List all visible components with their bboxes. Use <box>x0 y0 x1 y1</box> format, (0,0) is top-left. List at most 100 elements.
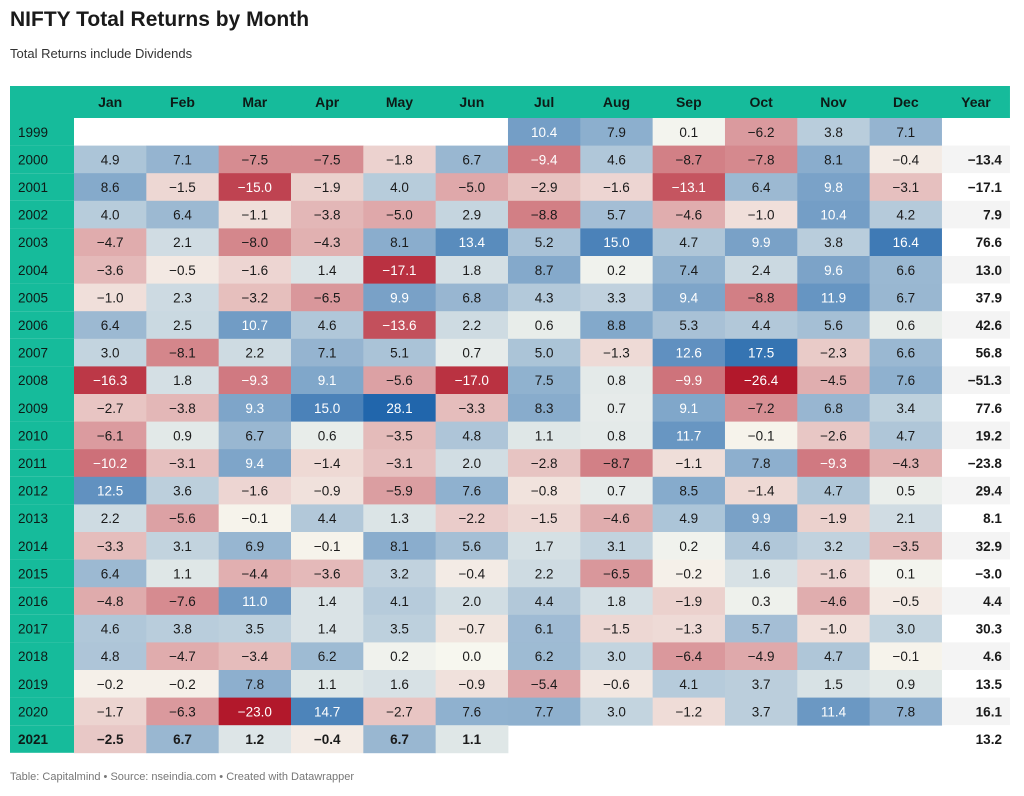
cell-value: 0.1 <box>896 566 915 581</box>
heatmap-cell <box>724 504 798 533</box>
row-label-cell <box>10 532 74 560</box>
cell-value: 2.2 <box>101 511 120 526</box>
row-label: 2016 <box>18 594 48 609</box>
heatmap-cell <box>507 338 581 367</box>
cell-value: −1.9 <box>820 511 847 526</box>
heatmap-cell <box>146 311 220 340</box>
heatmap-cell <box>580 311 654 340</box>
cell-value: −7.5 <box>241 152 268 167</box>
cell-value: −3.3 <box>97 539 124 554</box>
heatmap-cell <box>218 338 292 367</box>
heatmap-cell <box>435 338 509 367</box>
year-total-cell <box>941 476 1010 505</box>
cell-value: 1.6 <box>390 677 409 692</box>
cell-value: −1.6 <box>241 484 268 499</box>
heatmap-cell <box>363 283 437 312</box>
heatmap-cell <box>290 614 364 643</box>
heatmap-cell <box>507 642 581 671</box>
heatmap-cell <box>507 559 581 588</box>
row-label: 2018 <box>18 649 48 664</box>
cell-value: 5.7 <box>752 622 771 637</box>
heatmap-cell <box>797 338 871 367</box>
table-row: 2003 −4.7 2.1 −8.0 −4.3 8.1 13.4 5.2 15.0 4.7 9.9 3… <box>10 228 1010 257</box>
cell-value: −6.4 <box>675 649 702 664</box>
cell-value: 17.5 <box>748 346 774 361</box>
table-row: 2015 6.4 1.1 −4.4 −3.6 3.2 −0.4 2.2 −6.5 −0.2 1.6 −… <box>10 559 1010 588</box>
cell-value: −0.4 <box>892 152 919 167</box>
year-total-cell <box>941 449 1010 477</box>
heatmap-cell <box>435 504 509 533</box>
cell-value: 0.3 <box>752 594 771 609</box>
cell-value: 3.1 <box>173 539 192 554</box>
cell-value: −1.0 <box>97 290 124 305</box>
heatmap-cell <box>724 228 798 257</box>
cell-value: −4.3 <box>314 235 341 250</box>
heatmap-cell <box>507 366 581 395</box>
cell-value: 3.6 <box>173 484 192 499</box>
heatmap-cell <box>363 614 437 643</box>
heatmap-cell <box>435 559 509 588</box>
heatmap-cell <box>797 200 871 229</box>
cell-value: 8.5 <box>679 484 698 499</box>
heatmap-cell <box>290 587 364 616</box>
heatmap-cell <box>580 256 654 284</box>
cell-value: 9.4 <box>245 456 264 471</box>
table-row: 2021 −2.5 6.7 1.2 −0.4 6.7 1.1 13.2 <box>10 725 1010 754</box>
cell-value: 0.8 <box>607 428 626 443</box>
cell-value: 4.7 <box>824 649 843 664</box>
cell-value: −5.6 <box>169 511 196 526</box>
source-footer: Table: Capitalmind • Source: nseindia.co… <box>10 771 354 783</box>
cell-value: 7.4 <box>679 263 698 278</box>
heatmap-cell <box>652 366 726 395</box>
cell-value: −9.3 <box>241 373 268 388</box>
heatmap-cell <box>724 283 798 312</box>
heatmap-cell <box>146 670 220 698</box>
row-label: 2013 <box>18 511 48 526</box>
year-total-cell <box>941 256 1010 284</box>
cell-value: −16.3 <box>93 373 127 388</box>
heatmap-cell <box>290 228 364 257</box>
heatmap-cell <box>580 366 654 395</box>
year-total-cell <box>941 200 1010 229</box>
year-total-cell <box>941 145 1010 174</box>
heatmap-cell <box>146 338 220 367</box>
cell-value: 16.4 <box>893 235 920 250</box>
cell-value: −1.3 <box>603 346 630 361</box>
heatmap-cell <box>363 366 437 395</box>
year-total-value: 8.1 <box>983 511 1002 526</box>
cell-value: −13.6 <box>382 318 416 333</box>
row-label: 2007 <box>18 346 48 361</box>
cell-value: −8.7 <box>603 456 630 471</box>
heatmap-cell <box>146 725 220 754</box>
heatmap-cell <box>435 614 509 643</box>
cell-value: 1.6 <box>752 566 771 581</box>
heatmap-cell <box>797 228 871 257</box>
cell-value: 0.7 <box>462 346 481 361</box>
heatmap-cell <box>507 311 581 340</box>
cell-value: −3.6 <box>97 263 124 278</box>
heatmap-cell <box>290 449 364 478</box>
heatmap-cell <box>146 145 220 174</box>
cell-value: −0.7 <box>458 622 485 637</box>
year-total-cell <box>941 725 1010 753</box>
heatmap-cell <box>74 421 147 450</box>
cell-value: 0.7 <box>607 401 626 416</box>
cell-value: 0.6 <box>318 428 337 443</box>
cell-value: −9.3 <box>820 456 847 471</box>
heatmap-cell <box>218 642 292 671</box>
cell-value: −6.1 <box>97 428 124 443</box>
cell-value: −6.3 <box>169 704 196 719</box>
heatmap-cell <box>218 449 292 478</box>
heatmap-cell <box>435 256 509 284</box>
heatmap-cell <box>869 311 943 340</box>
heatmap-cell <box>652 559 726 588</box>
cell-value: −0.4 <box>314 732 341 747</box>
cell-value: −1.5 <box>603 622 630 637</box>
cell-value: 4.6 <box>318 318 337 333</box>
heatmap-cell <box>869 642 943 671</box>
heatmap-cell <box>797 532 871 560</box>
heatmap-cell <box>797 256 871 284</box>
cell-value: 10.7 <box>242 318 268 333</box>
heatmap-cell <box>363 587 437 616</box>
year-total-value: 32.9 <box>976 539 1002 554</box>
